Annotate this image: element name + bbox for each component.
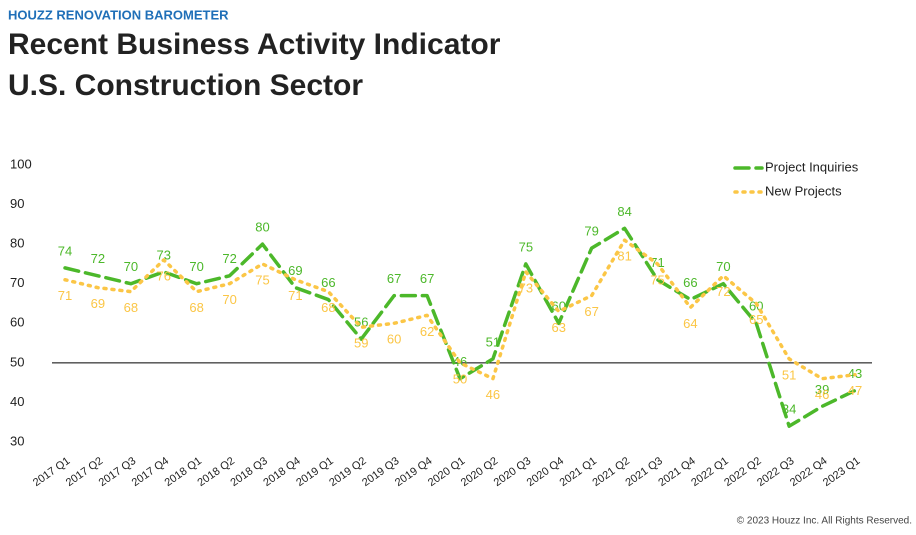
data-label: 72 bbox=[222, 251, 236, 266]
legend-label: New Projects bbox=[765, 183, 842, 198]
data-label: 67 bbox=[420, 271, 434, 286]
data-label: 71 bbox=[58, 288, 72, 303]
y-tick-label: 100 bbox=[10, 156, 32, 171]
data-label: 68 bbox=[321, 300, 335, 315]
data-label: 75 bbox=[650, 272, 664, 287]
x-tick-label: 2023 Q1 bbox=[821, 455, 862, 489]
series-line bbox=[63, 238, 857, 381]
header: HOUZZ RENOVATION BAROMETER bbox=[8, 7, 229, 22]
data-label: 63 bbox=[552, 320, 566, 335]
data-label: 70 bbox=[189, 259, 203, 274]
data-label: 59 bbox=[354, 336, 368, 351]
y-tick-label: 30 bbox=[10, 433, 24, 448]
y-tick-label: 90 bbox=[10, 196, 24, 211]
chart-title: Recent Business Activity Indicator bbox=[8, 28, 501, 61]
data-label: 67 bbox=[584, 304, 598, 319]
data-label: 50 bbox=[453, 371, 467, 386]
data-label: 69 bbox=[288, 263, 302, 278]
data-label: 64 bbox=[683, 316, 697, 331]
data-label: 80 bbox=[255, 220, 269, 235]
data-label: 46 bbox=[815, 387, 829, 402]
data-label: 47 bbox=[848, 383, 862, 398]
y-tick-label: 70 bbox=[10, 275, 24, 290]
y-tick-label: 50 bbox=[10, 354, 24, 369]
data-label: 74 bbox=[58, 243, 72, 258]
data-label: 46 bbox=[486, 387, 500, 402]
data-label: 62 bbox=[420, 324, 434, 339]
legend-label: Project Inquiries bbox=[765, 159, 859, 174]
data-label: 66 bbox=[683, 275, 697, 290]
data-label: 70 bbox=[222, 292, 236, 307]
data-label: 51 bbox=[486, 334, 500, 349]
data-label: 60 bbox=[387, 332, 401, 347]
data-label: 66 bbox=[321, 275, 335, 290]
data-label: 39 bbox=[815, 382, 829, 397]
data-label: 51 bbox=[782, 367, 796, 382]
data-label: 84 bbox=[617, 204, 631, 219]
data-label: 34 bbox=[782, 402, 796, 417]
chart-title: U.S. Construction Sector bbox=[8, 69, 363, 102]
data-label: 68 bbox=[189, 300, 203, 315]
data-label: 75 bbox=[255, 272, 269, 287]
data-label: 81 bbox=[617, 249, 631, 264]
data-label: 69 bbox=[91, 296, 105, 311]
y-tick-label: 80 bbox=[10, 236, 24, 251]
data-label: 65 bbox=[749, 312, 763, 327]
data-label: 76 bbox=[157, 268, 171, 283]
data-label: 72 bbox=[716, 284, 730, 299]
data-label: 70 bbox=[716, 259, 730, 274]
data-label: 70 bbox=[124, 259, 138, 274]
series-line bbox=[63, 226, 857, 428]
footer: © 2023 Houzz Inc. All Rights Reserved. bbox=[737, 516, 912, 527]
data-label: 67 bbox=[387, 271, 401, 286]
y-tick-label: 40 bbox=[10, 394, 24, 409]
data-label: 72 bbox=[91, 251, 105, 266]
data-label: 73 bbox=[519, 280, 533, 295]
y-tick-label: 60 bbox=[10, 315, 24, 330]
data-label: 75 bbox=[519, 239, 533, 254]
data-label: 68 bbox=[124, 300, 138, 315]
data-label: 71 bbox=[288, 288, 302, 303]
data-label: 73 bbox=[157, 247, 171, 262]
data-label: 79 bbox=[584, 224, 598, 239]
